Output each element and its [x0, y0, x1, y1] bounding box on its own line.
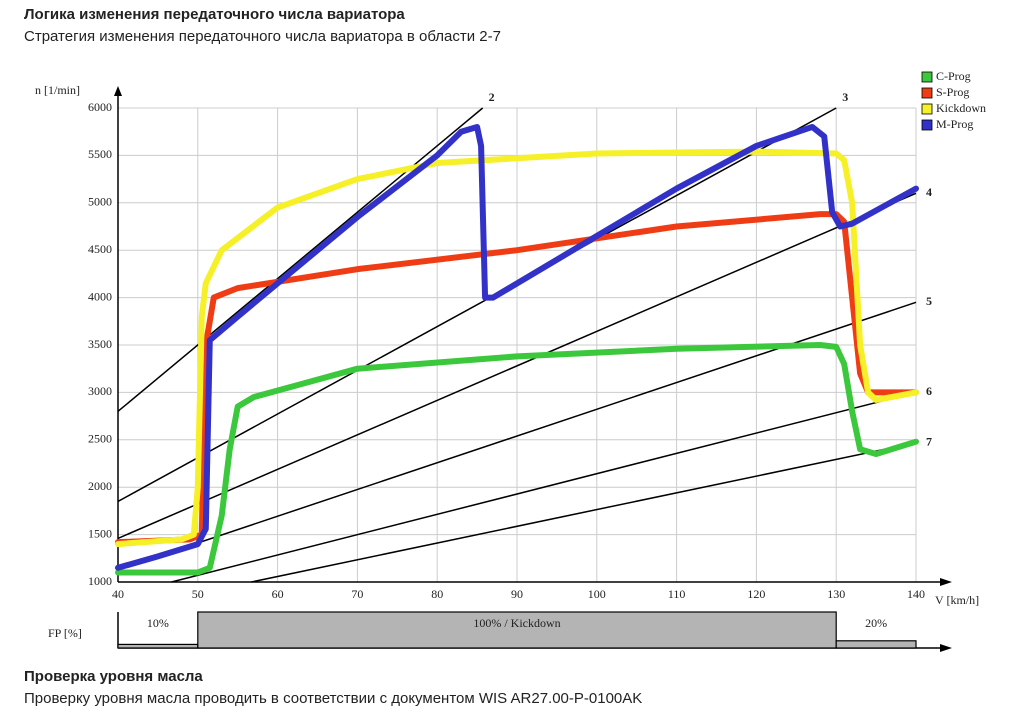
fp-label: FP [%] [48, 626, 82, 640]
section-title: Проверка уровня масла [24, 668, 203, 685]
x-tick-label: 120 [747, 587, 765, 601]
y-tick-label: 5500 [88, 147, 112, 161]
legend-label: C-Prog [936, 69, 971, 83]
ratio-line [251, 441, 917, 583]
doc-title: Логика изменения передаточного числа вар… [24, 6, 405, 23]
legend-label: M-Prog [936, 117, 973, 131]
y-tick-label: 6000 [88, 100, 112, 114]
x-tick-label: 110 [668, 587, 686, 601]
ratio-label: 7 [926, 434, 932, 448]
ratio-label: 3 [842, 90, 848, 104]
x-arrow [940, 578, 952, 586]
x-tick-label: 100 [588, 587, 606, 601]
ratio-line [117, 192, 917, 540]
legend-swatch [921, 103, 933, 115]
series-line [115, 123, 919, 571]
ratio-label: 5 [926, 294, 932, 308]
fp-segment-label: 10% [147, 616, 169, 630]
y-tick-label: 2000 [88, 479, 112, 493]
ratio-line [117, 107, 484, 412]
series-line [115, 148, 919, 548]
y-tick-label: 2500 [88, 432, 112, 446]
y-tick-label: 3500 [88, 337, 112, 351]
ratio-line [171, 391, 917, 583]
ratio-label: 6 [926, 384, 932, 398]
fp-segment [197, 611, 837, 649]
x-tick-label: 40 [112, 587, 124, 601]
y-tick-label: 4000 [88, 289, 112, 303]
doc-subtitle: Стратегия изменения передаточного числа … [24, 28, 501, 45]
x-tick-label: 80 [431, 587, 443, 601]
y-tick-label: 1500 [88, 526, 112, 540]
ratio-label: 4 [926, 185, 932, 199]
x-axis-label: V [km/h] [935, 593, 979, 607]
legend-label: S-Prog [936, 85, 969, 99]
fp-segment [117, 643, 199, 649]
y-tick-label: 3000 [88, 384, 112, 398]
chart: n [1/min] V [km/h] FP [%] 10001500200025… [35, 69, 986, 652]
legend-swatch [921, 71, 933, 83]
y-tick-label: 4500 [88, 242, 112, 256]
legend-label: Kickdown [936, 101, 986, 115]
y-tick-label: 5000 [88, 195, 112, 209]
y-arrow [114, 86, 122, 96]
fp-segment-label: 20% [865, 616, 887, 630]
y-axis-label: n [1/min] [35, 83, 80, 97]
x-tick-label: 50 [192, 587, 204, 601]
x-tick-label: 60 [272, 587, 284, 601]
fp-arrow [940, 644, 952, 652]
series-line [115, 342, 919, 576]
ratio-line [117, 107, 837, 503]
fp-segment [835, 640, 917, 649]
x-tick-label: 90 [511, 587, 523, 601]
legend-swatch [921, 87, 933, 99]
section-text: Проверку уровня масла проводить в соотве… [24, 690, 643, 707]
x-tick-label: 70 [351, 587, 363, 601]
fp-segment-label: 100% / Kickdown [473, 616, 560, 630]
legend-swatch [921, 119, 933, 131]
x-tick-label: 140 [907, 587, 925, 601]
ratio-label: 2 [489, 90, 495, 104]
x-tick-label: 130 [827, 587, 845, 601]
y-tick-label: 1000 [88, 574, 112, 588]
